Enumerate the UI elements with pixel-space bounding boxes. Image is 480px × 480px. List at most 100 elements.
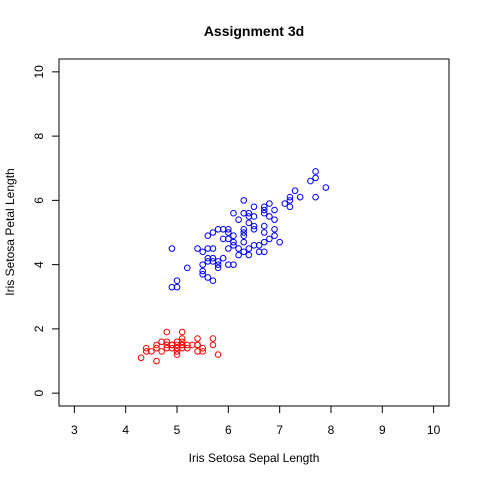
data-point-series-1	[183, 344, 191, 352]
data-point-series-1	[142, 344, 150, 352]
data-point-series-2	[204, 232, 212, 240]
data-point-series-2	[199, 261, 206, 268]
data-point-series-2	[230, 242, 237, 249]
data-point-series-2	[266, 213, 273, 220]
data-point-series-1	[209, 335, 217, 342]
data-point-series-2	[225, 235, 232, 243]
y-tick-label: 0	[32, 389, 46, 396]
data-point-series-1	[153, 357, 160, 365]
data-point-series-2	[209, 245, 217, 252]
data-point-series-2	[225, 225, 232, 233]
data-point-series-1	[209, 341, 217, 349]
data-point-series-2	[286, 197, 294, 204]
data-point-series-2	[214, 258, 222, 265]
data-point-series-2	[230, 232, 237, 240]
data-point-series-2	[296, 193, 304, 201]
data-point-series-1	[163, 338, 171, 346]
data-point-series-2	[168, 245, 176, 252]
data-point-series-2	[286, 193, 294, 201]
data-point-series-1	[148, 348, 155, 355]
data-points	[137, 168, 330, 365]
data-point-series-2	[194, 245, 201, 252]
data-point-series-2	[209, 229, 217, 236]
data-point-series-2	[199, 267, 206, 275]
data-point-series-2	[276, 238, 283, 246]
data-point-series-2	[260, 209, 268, 217]
data-point-series-2	[199, 248, 206, 256]
data-point-series-2	[230, 209, 237, 217]
data-point-series-2	[286, 203, 294, 211]
x-tick-label: 3	[71, 423, 78, 437]
x-tick-label: 5	[174, 423, 181, 437]
data-point-series-2	[225, 229, 232, 236]
data-point-series-2	[281, 200, 289, 207]
data-point-series-2	[271, 206, 278, 214]
data-point-series-1	[137, 354, 145, 362]
x-tick-label: 8	[328, 423, 335, 437]
data-point-series-1	[158, 348, 165, 355]
data-point-series-1	[178, 335, 186, 342]
data-point-series-2	[219, 254, 227, 262]
x-axis: 3 4 5 6 7 8 9 10	[71, 405, 441, 437]
data-point-series-2	[235, 251, 242, 259]
data-point-series-2	[260, 206, 268, 214]
data-point-series-2	[312, 193, 319, 201]
y-axis-label: Iris Setosa Petal Length	[3, 168, 17, 295]
data-point-series-1	[178, 338, 186, 346]
data-point-series-2	[245, 209, 253, 217]
data-point-series-2	[260, 238, 268, 246]
data-point-series-2	[260, 248, 268, 256]
data-point-series-2	[266, 235, 273, 243]
data-point-series-1	[153, 341, 160, 349]
data-point-series-2	[183, 264, 191, 272]
data-point-series-2	[235, 216, 242, 223]
data-point-series-2	[209, 277, 217, 284]
data-point-series-2	[312, 174, 319, 182]
data-point-series-2	[245, 245, 253, 252]
x-tick-label: 10	[427, 423, 441, 437]
y-tick-label: 2	[32, 325, 46, 332]
data-point-series-2	[250, 213, 258, 220]
data-point-series-2	[204, 274, 212, 281]
data-point-series-2	[199, 270, 206, 278]
data-point-series-2	[230, 261, 237, 268]
data-point-series-1	[214, 351, 222, 358]
data-point-series-2	[240, 197, 248, 204]
data-point-series-2	[173, 283, 181, 291]
data-point-series-2	[271, 232, 278, 240]
data-point-series-1	[194, 335, 201, 342]
data-point-series-2	[245, 251, 253, 259]
x-tick-label: 9	[379, 423, 386, 437]
data-point-series-2	[209, 254, 217, 262]
y-tick-label: 10	[32, 65, 46, 79]
data-point-series-1	[199, 344, 206, 352]
data-point-series-2	[271, 225, 278, 233]
data-point-series-2	[250, 225, 258, 233]
data-point-series-2	[260, 222, 268, 230]
data-point-series-2	[322, 184, 330, 191]
data-point-series-2	[260, 203, 268, 211]
data-point-series-2	[240, 225, 248, 233]
data-point-series-2	[271, 216, 278, 223]
data-point-series-2	[312, 168, 319, 175]
y-tick-label: 4	[32, 261, 46, 268]
y-tick-label: 6	[32, 197, 46, 204]
data-point-series-1	[178, 328, 186, 336]
data-point-series-2	[255, 242, 263, 249]
y-tick-label: 8	[32, 132, 46, 139]
data-point-series-2	[250, 222, 258, 230]
data-point-series-1	[163, 341, 171, 349]
data-point-series-2	[240, 238, 248, 246]
data-point-series-1	[194, 341, 201, 349]
data-point-series-2	[260, 229, 268, 236]
x-tick-label: 4	[122, 423, 129, 437]
x-tick-label: 6	[225, 423, 232, 437]
data-point-series-1	[173, 348, 181, 355]
data-point-series-2	[214, 264, 222, 272]
data-point-series-2	[245, 219, 253, 227]
data-point-series-1	[153, 344, 160, 352]
y-axis: 0 2 4 6 8 10	[32, 65, 60, 396]
data-point-series-2	[240, 229, 248, 236]
data-point-series-1	[199, 348, 206, 355]
